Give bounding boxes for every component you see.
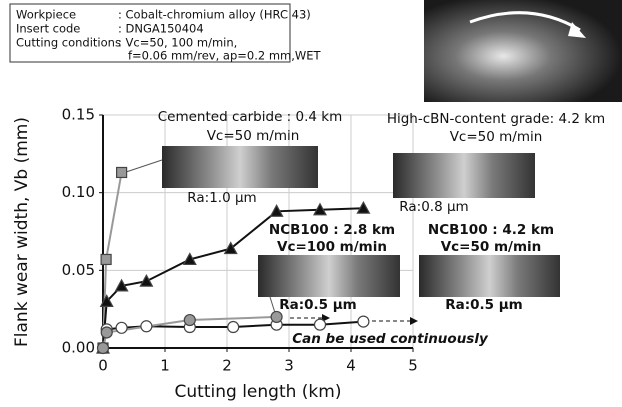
marker (99, 294, 114, 307)
annotation: Ra:0.8 µm (399, 199, 468, 215)
wear-photo (258, 255, 400, 297)
arrow-head (568, 22, 586, 38)
annotation: Vc=50 m/min (441, 239, 542, 255)
marker (312, 202, 328, 216)
annotation: Ra:1.0 µm (187, 190, 256, 206)
annotation: Ra:0.5 µm (445, 297, 523, 313)
wear-photo (393, 153, 535, 198)
marker (223, 241, 238, 255)
marker (139, 273, 154, 287)
marker (313, 318, 327, 331)
marker (100, 326, 113, 339)
data-layer: 0 1 2 3 4 5 0.00 0.05 0.10 0.15 (62, 106, 418, 375)
marker (100, 253, 112, 266)
annotation: Cemented carbide : 0.4 km (158, 109, 343, 125)
x-tick-label: 0 (98, 357, 108, 375)
x-tick-label: 1 (160, 357, 170, 375)
info-label: Insert code (16, 22, 80, 36)
tool-photo (424, 0, 622, 102)
annotation: High-cBN-content grade: 4.2 km (387, 111, 605, 127)
marker (357, 315, 370, 328)
y-tick-label: 0.05 (62, 261, 95, 279)
wear-photo (419, 255, 560, 297)
annotation: Ra:0.5 µm (279, 297, 357, 313)
annotation: Can be used continuously (292, 331, 489, 347)
x-axis-label: Cutting length (km) (175, 382, 342, 402)
marker (227, 320, 240, 334)
info-value: f=0.06 mm/rev, ap=0.2 mm,WET (128, 49, 322, 63)
x-tick-label: 5 (408, 357, 418, 375)
y-tick-label: 0.00 (62, 339, 95, 357)
marker (114, 278, 129, 292)
rotation-arrow (469, 11, 581, 32)
annotation: Vc=50 m/min (450, 129, 543, 145)
info-label: Workpiece (16, 8, 76, 22)
x-tick-label: 3 (284, 357, 294, 375)
marker (269, 204, 284, 217)
arrow-head (410, 317, 418, 325)
annotation: Vc=100 m/min (277, 239, 387, 255)
info-value: : Vc=50, 100 m/min, (118, 36, 237, 50)
wear-photo (162, 146, 318, 188)
marker (115, 166, 128, 179)
marker (140, 320, 153, 333)
marker (183, 313, 196, 327)
connector (125, 159, 163, 173)
annotation: NCB100 : 4.2 km (428, 222, 554, 238)
x-tick-label: 4 (346, 357, 356, 375)
annotation: NCB100 : 2.8 km (269, 222, 395, 238)
arrow-head (322, 314, 330, 322)
marker (115, 321, 128, 334)
marker (182, 252, 197, 266)
info-label: Cutting conditions (16, 36, 121, 50)
marker (96, 341, 110, 355)
y-tick-label: 0.15 (62, 106, 95, 124)
annotation: Vc=50 m/min (207, 128, 300, 144)
info-box (9, 3, 291, 63)
y-tick-label: 0.10 (62, 183, 95, 201)
info-value: : Cobalt-chromium alloy (HRC 43) (118, 8, 311, 22)
marker (270, 310, 283, 324)
y-axis-label: Flank wear width, Vb (mm) (12, 117, 32, 347)
info-value: : DNGA150404 (118, 22, 204, 36)
x-tick-label: 2 (222, 357, 232, 375)
marker (356, 200, 371, 214)
